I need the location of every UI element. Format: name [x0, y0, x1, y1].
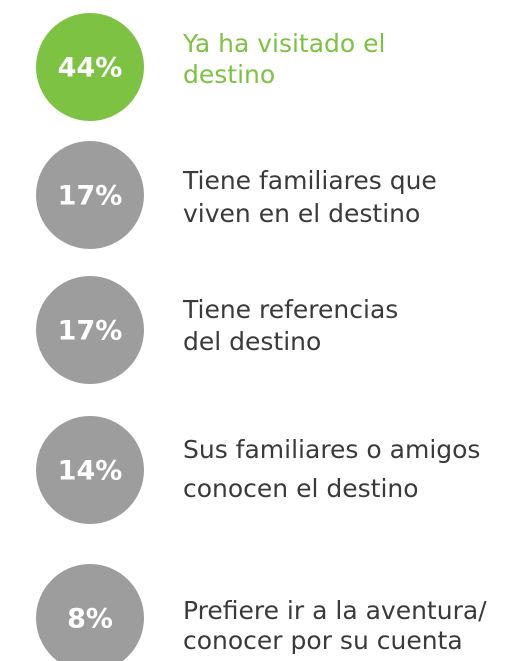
item-label: Ya ha visitado el	[182, 29, 385, 58]
percent-value: 14%	[58, 456, 123, 487]
percent-circle	[36, 13, 144, 121]
item-label: Sus familiares o amigos	[183, 435, 480, 464]
percent-value: 8%	[67, 604, 113, 635]
item-label: destino	[183, 60, 275, 89]
item-label: del destino	[183, 327, 321, 356]
item-label: Tiene familiares que	[182, 166, 437, 195]
percent-circle	[36, 141, 144, 249]
percent-circle	[36, 276, 144, 384]
percent-value: 44%	[58, 53, 123, 84]
percent-value: 17%	[58, 181, 123, 212]
item-label: conocen el destino	[183, 474, 419, 503]
percent-value: 17%	[58, 316, 123, 347]
percent-circle	[36, 416, 144, 524]
item-label: viven en el destino	[183, 199, 420, 228]
percent-circle	[36, 564, 144, 661]
item-label: conocer por su cuenta	[183, 626, 463, 655]
item-label: Prefiere ir a la aventura/	[183, 596, 487, 625]
item-label: Tiene referencias	[182, 295, 398, 324]
